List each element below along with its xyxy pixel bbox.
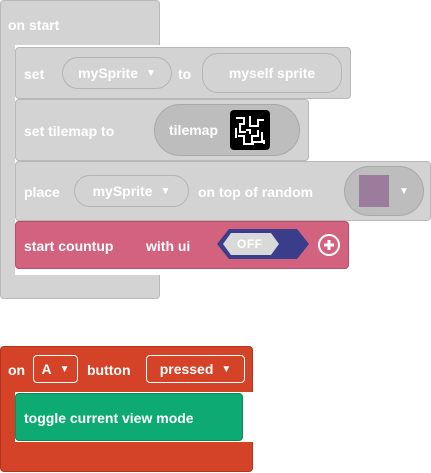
start-countup-label: start countup bbox=[24, 238, 114, 254]
with-ui-label: with ui bbox=[146, 238, 191, 254]
myself-sprite-reporter[interactable]: myself sprite bbox=[202, 53, 342, 93]
on-start-label: on start bbox=[8, 17, 60, 33]
event-label: pressed bbox=[159, 361, 214, 377]
tilemap-label: tilemap bbox=[169, 122, 219, 138]
on-top-of-random-label: on top of random bbox=[198, 184, 314, 200]
set-tilemap-label: set tilemap to bbox=[24, 123, 115, 139]
to-label: to bbox=[178, 66, 192, 82]
toggle-view-mode-label: toggle current view mode bbox=[24, 410, 194, 426]
add-parameter-icon[interactable] bbox=[318, 234, 340, 256]
chevron-down-icon: ▼ bbox=[399, 185, 409, 197]
place-label: place bbox=[24, 184, 60, 200]
chevron-down-icon: ▼ bbox=[59, 363, 70, 375]
toggle-label: OFF bbox=[237, 237, 263, 251]
button-key-label: A bbox=[41, 361, 52, 377]
chevron-down-icon: ▼ bbox=[160, 185, 171, 197]
event-dropdown[interactable]: pressed ▼ bbox=[146, 355, 245, 383]
tile-color-swatch bbox=[359, 175, 390, 207]
tilemap-reporter[interactable]: tilemap bbox=[154, 104, 300, 156]
toggle-view-mode-block[interactable] bbox=[15, 393, 243, 441]
chevron-down-icon: ▼ bbox=[221, 363, 232, 375]
variable-dropdown[interactable]: mySprite ▼ bbox=[62, 57, 172, 89]
tile-picker-dropdown[interactable]: ▼ bbox=[344, 166, 424, 216]
button-key-dropdown[interactable]: A ▼ bbox=[33, 355, 78, 383]
myself-sprite-label: myself sprite bbox=[228, 65, 316, 81]
variable-dropdown-label: mySprite bbox=[78, 65, 138, 81]
place-variable-label: mySprite bbox=[92, 183, 153, 199]
chevron-down-icon: ▼ bbox=[146, 67, 156, 79]
tilemap-thumbnail-icon[interactable] bbox=[230, 110, 271, 150]
button-label: button bbox=[87, 362, 131, 378]
set-label: set bbox=[24, 66, 45, 82]
ui-toggle[interactable]: OFF bbox=[217, 229, 309, 259]
on-label: on bbox=[8, 362, 26, 378]
place-variable-dropdown[interactable]: mySprite ▼ bbox=[74, 175, 189, 207]
